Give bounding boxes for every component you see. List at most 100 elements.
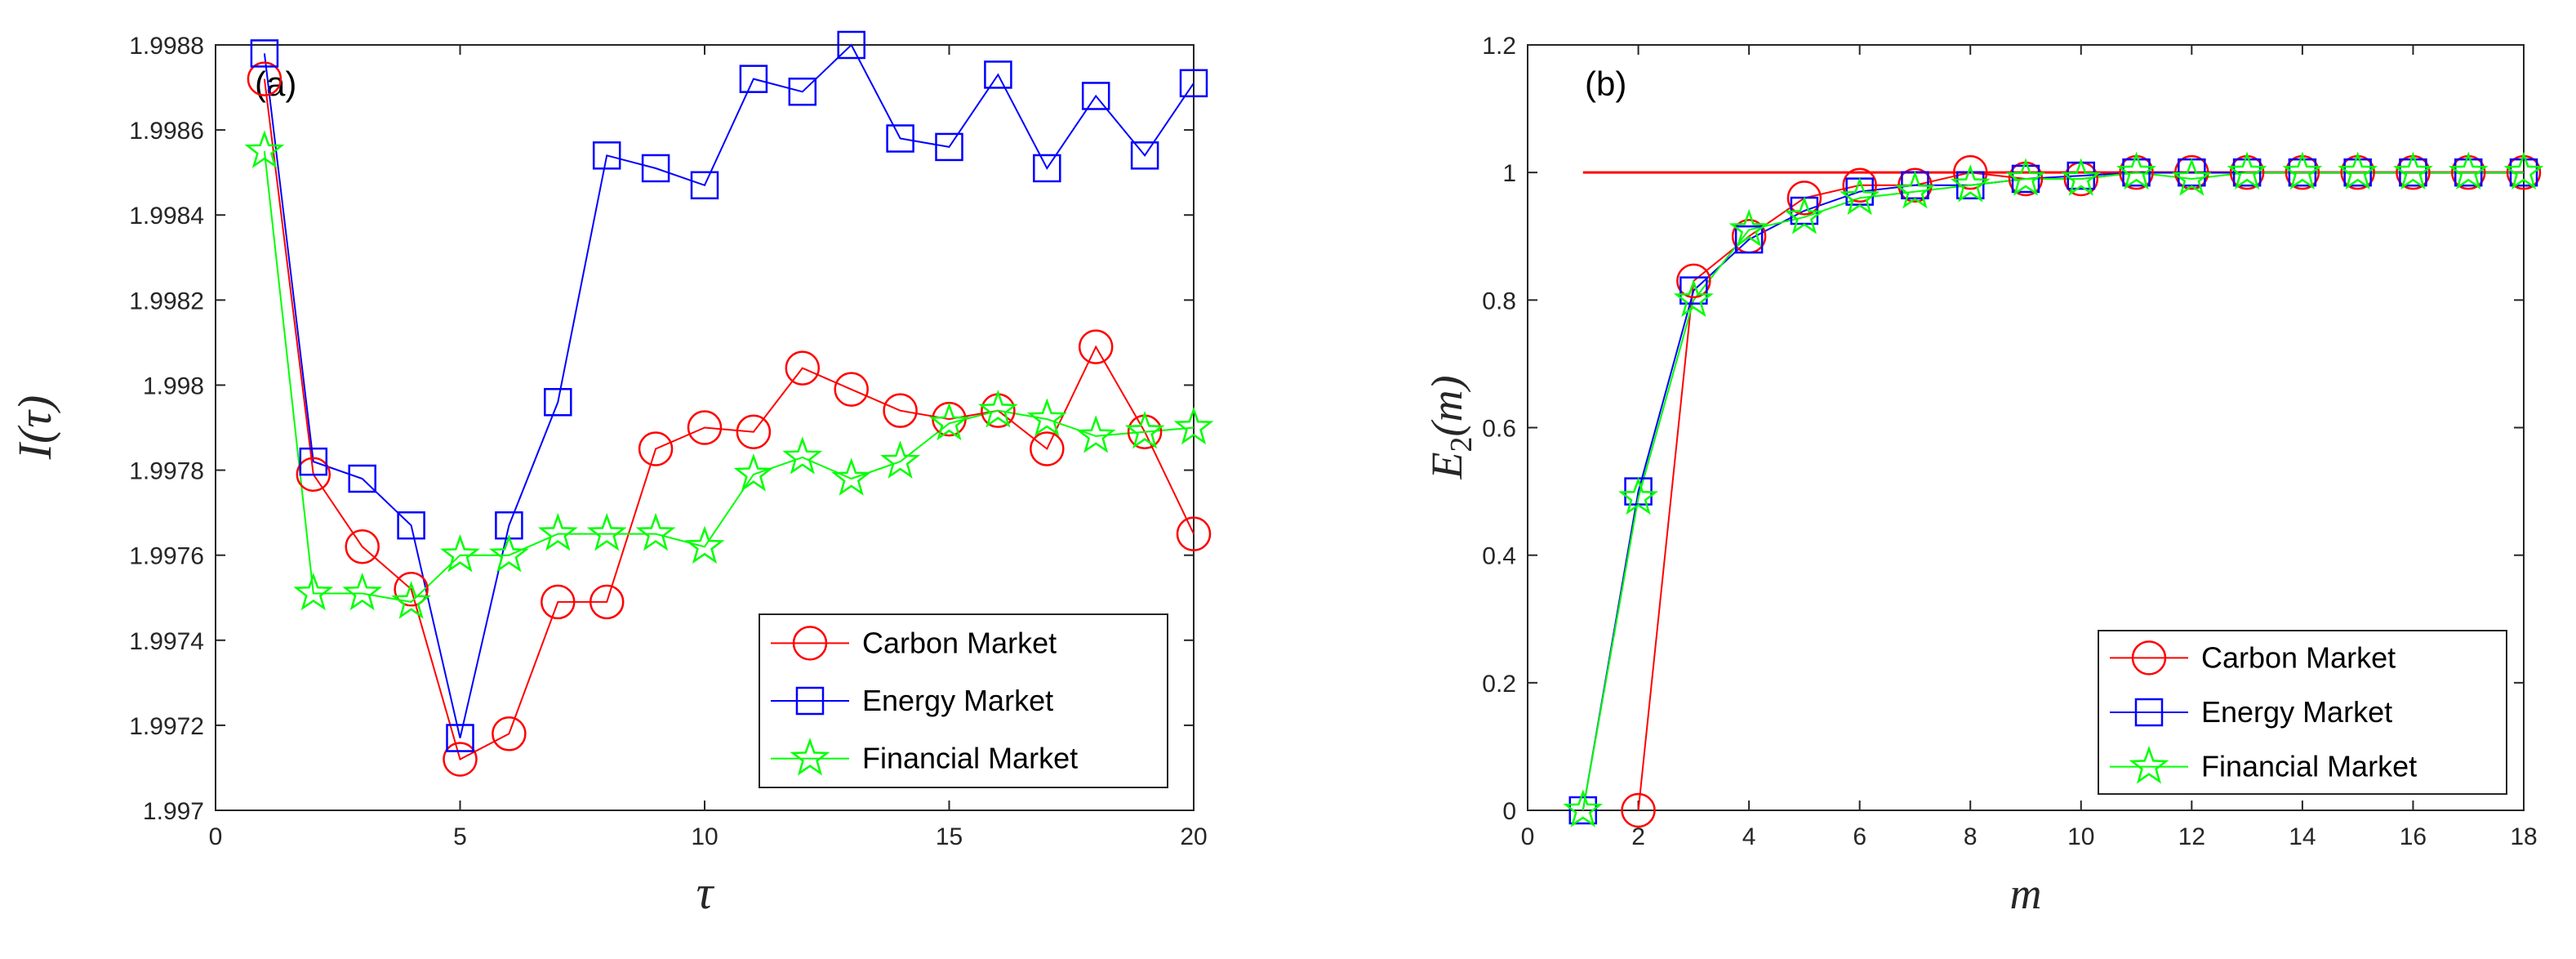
legend-marker-circle bbox=[2131, 640, 2167, 676]
data-point-circle bbox=[736, 414, 772, 449]
data-point-star bbox=[537, 512, 578, 551]
data-point-star bbox=[2282, 151, 2323, 190]
y-tick-label: 1.9988 bbox=[129, 33, 204, 60]
x-tick-label: 8 bbox=[1964, 823, 1978, 850]
y-tick-label: 1.2 bbox=[1482, 33, 1516, 60]
legend-label: Carbon Market bbox=[862, 626, 1057, 659]
data-point-circle bbox=[492, 716, 527, 752]
y-tick-label: 1.998 bbox=[143, 372, 204, 399]
y-tick-label: 1.9972 bbox=[129, 713, 204, 740]
data-point-circle bbox=[638, 431, 674, 466]
data-point-square bbox=[1955, 171, 1985, 200]
data-point-star bbox=[782, 436, 823, 475]
data-point-star bbox=[635, 512, 676, 551]
data-point-star bbox=[488, 534, 529, 573]
x-tick-label: 5 bbox=[453, 823, 467, 850]
data-point-star bbox=[733, 453, 774, 492]
legend-marker-circle bbox=[792, 626, 828, 661]
chart-panel-b: 0 2 4 6 8 10 12 14 16 1800.20.40.60.811.2mE2(m)(b… bbox=[1422, 33, 2544, 918]
x-tick-label: 6 bbox=[1853, 823, 1866, 850]
x-tick-label: 10 bbox=[691, 823, 718, 850]
data-point-square bbox=[299, 447, 328, 476]
x-axis-label: τ bbox=[696, 866, 715, 919]
data-point-star bbox=[2171, 158, 2212, 196]
x-tick-label: 12 bbox=[2178, 823, 2205, 850]
data-point-circle bbox=[687, 410, 723, 445]
data-point-square bbox=[1130, 141, 1159, 170]
data-point-square bbox=[1081, 82, 1110, 110]
y-tick-label: 1.9976 bbox=[129, 543, 204, 570]
data-point-square bbox=[2454, 158, 2483, 187]
data-point-star bbox=[1728, 208, 1769, 248]
legend-marker-square bbox=[795, 686, 825, 716]
data-point-star bbox=[929, 402, 969, 441]
data-point-star bbox=[2005, 158, 2046, 196]
data-point-square bbox=[2399, 158, 2427, 187]
y-axis-label: E2(m) bbox=[1422, 376, 1479, 480]
data-point-star bbox=[684, 525, 725, 564]
data-point-square bbox=[2509, 158, 2538, 187]
data-point-star bbox=[586, 512, 627, 551]
data-point-star bbox=[2503, 151, 2544, 190]
data-point-circle bbox=[345, 529, 380, 564]
panel-label: (b) bbox=[1585, 65, 1626, 103]
legend-marker-star bbox=[790, 738, 830, 776]
y-axis-label: I(τ) bbox=[8, 395, 61, 461]
data-point-circle bbox=[883, 393, 918, 428]
y-axis-label-argument: (m) bbox=[1422, 376, 1471, 437]
y-tick-label: 0.2 bbox=[1482, 671, 1516, 698]
data-point-star bbox=[244, 130, 285, 168]
data-point-star bbox=[1840, 176, 1880, 216]
legend-label: Financial Market bbox=[862, 742, 1078, 775]
x-tick-label: 15 bbox=[936, 823, 963, 850]
data-point-square bbox=[739, 65, 768, 93]
data-point-star bbox=[831, 457, 872, 496]
data-point-square bbox=[544, 388, 572, 417]
data-point-star bbox=[1563, 789, 1604, 827]
legend-marker-star bbox=[2129, 746, 2169, 784]
data-point-square bbox=[1680, 276, 1708, 305]
data-point-circle bbox=[1786, 181, 1822, 216]
data-point-star bbox=[1173, 406, 1214, 445]
y-tick-label: 0.6 bbox=[1482, 416, 1516, 443]
data-point-square bbox=[2232, 158, 2262, 187]
data-point-circle bbox=[541, 584, 576, 620]
data-point-circle bbox=[394, 572, 429, 607]
data-point-star bbox=[342, 572, 383, 611]
x-tick-label: 18 bbox=[2510, 823, 2537, 850]
data-point-star bbox=[2116, 151, 2157, 190]
data-point-square bbox=[250, 39, 279, 68]
data-point-star bbox=[2227, 151, 2267, 190]
data-point-circle bbox=[247, 61, 283, 96]
y-tick-label: 1.9986 bbox=[129, 118, 204, 145]
data-point-circle bbox=[1176, 516, 1212, 551]
data-point-star bbox=[1618, 476, 1659, 515]
data-point-star bbox=[293, 572, 334, 611]
data-point-square bbox=[2288, 158, 2317, 187]
y-tick-label: 0.4 bbox=[1482, 543, 1516, 570]
data-point-square bbox=[788, 78, 817, 106]
y-tick-label: 1.9982 bbox=[129, 288, 204, 314]
data-point-circle bbox=[1621, 792, 1656, 828]
x-axis-label: m bbox=[2010, 869, 2042, 918]
data-point-circle bbox=[785, 350, 821, 386]
y-tick-label: 1.997 bbox=[143, 798, 204, 825]
series-line-circle bbox=[263, 78, 1195, 761]
legend-label: Energy Market bbox=[862, 684, 1053, 717]
data-point-circle bbox=[589, 584, 625, 620]
data-point-star bbox=[2448, 151, 2489, 190]
x-tick-label: 20 bbox=[1180, 823, 1207, 850]
data-point-star bbox=[978, 390, 1018, 428]
y-tick-label: 1.9974 bbox=[129, 628, 204, 655]
data-point-square bbox=[690, 171, 719, 200]
panel-label: (a) bbox=[255, 65, 296, 103]
data-point-square bbox=[837, 30, 865, 60]
chart-panel-a: 0 5 10 15 20 1.997 1.9972 1.9974 1.9976 1.9978 1.9… bbox=[8, 30, 1214, 919]
data-point-square bbox=[348, 464, 376, 493]
x-tick-label: 4 bbox=[1742, 823, 1756, 850]
data-point-square bbox=[397, 511, 425, 540]
data-point-square bbox=[1179, 69, 1208, 98]
x-tick-label: 0 bbox=[209, 823, 223, 850]
y-tick-label: 0.8 bbox=[1482, 288, 1516, 314]
data-point-circle bbox=[1952, 154, 1988, 190]
